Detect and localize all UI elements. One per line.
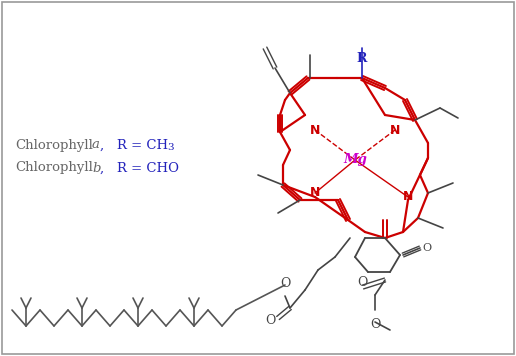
Text: a: a	[92, 138, 100, 152]
Text: R: R	[357, 52, 367, 65]
Text: N: N	[310, 124, 320, 136]
Text: N: N	[403, 190, 413, 204]
Text: O: O	[357, 277, 367, 289]
Text: O: O	[265, 314, 275, 326]
Text: N: N	[390, 124, 400, 136]
Text: b: b	[92, 162, 101, 174]
Text: ,   R = CHO: , R = CHO	[100, 162, 179, 174]
Text: N: N	[310, 187, 320, 199]
Text: O: O	[422, 243, 431, 253]
Text: O: O	[280, 277, 290, 290]
Text: Mg: Mg	[343, 153, 367, 167]
Text: 3: 3	[167, 143, 173, 152]
Text: O: O	[370, 318, 380, 331]
Text: Chlorophyll: Chlorophyll	[15, 138, 93, 152]
Text: ,   R = CH: , R = CH	[100, 138, 168, 152]
Text: Chlorophyll: Chlorophyll	[15, 162, 93, 174]
